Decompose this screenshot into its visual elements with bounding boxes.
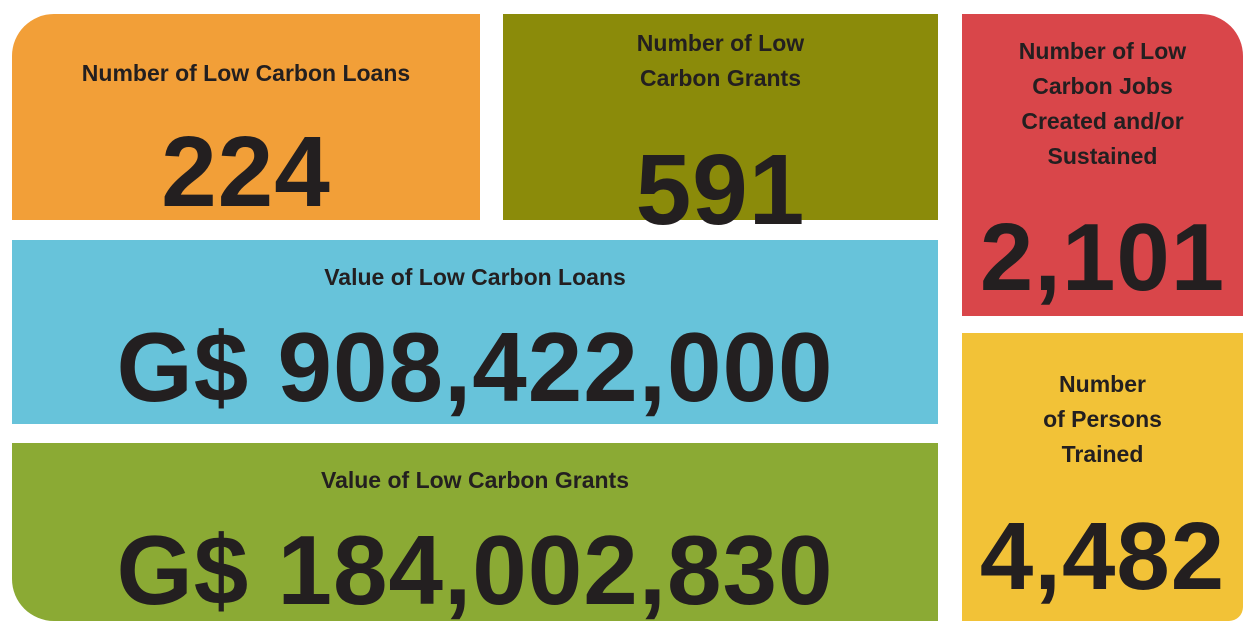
tile-value: 4,482 [979, 503, 1226, 610]
label-line: Number of Low [636, 30, 805, 56]
label-line: Number [1059, 371, 1146, 397]
stat-tile: Number of Low Carbon Loans 224 [12, 14, 480, 228]
label-line: Trained [1061, 441, 1144, 467]
label-line: Carbon Jobs [1032, 73, 1173, 99]
label-line: Sustained [1047, 143, 1158, 169]
tile-label: Number of Low Carbon Jobs Created and/or Su… [962, 34, 1243, 174]
stat-tile: Number of Low Carbon Grants 591 [503, 14, 938, 240]
tile-label: Number of Low Carbon Loans [12, 56, 480, 91]
stat-tile: Value of Low Carbon Grants G$ 184,002,830 [12, 443, 938, 621]
stat-tile: Number of Low Carbon Jobs Created and/or Su… [962, 14, 1243, 316]
label-line: Number of Low [1018, 38, 1187, 64]
label-line: Number of Low Carbon Loans [81, 60, 411, 86]
label-line: Carbon Grants [639, 65, 802, 91]
label-line: Value of Low Carbon Grants [321, 467, 629, 493]
tile-label: Value of Low Carbon Loans [12, 260, 938, 295]
tile-label: Value of Low Carbon Grants [12, 463, 938, 498]
tile-value: 591 [635, 134, 806, 246]
tile-value: 2,101 [979, 204, 1226, 311]
label-line: of Persons [1043, 406, 1162, 432]
stat-tile: Value of Low Carbon Loans G$ 908,422,000 [12, 240, 938, 424]
stat-tile: Number of Persons Trained 4,482 [962, 333, 1243, 621]
tile-label: Number of Persons Trained [962, 367, 1243, 472]
tile-value: G$ 908,422,000 [116, 312, 834, 422]
label-line: Value of Low Carbon Loans [324, 264, 626, 290]
tile-label: Number of Low Carbon Grants [503, 26, 938, 96]
tile-value: 224 [161, 116, 331, 228]
label-line: Created and/or [1021, 108, 1184, 134]
tile-value: G$ 184,002,830 [116, 515, 834, 625]
